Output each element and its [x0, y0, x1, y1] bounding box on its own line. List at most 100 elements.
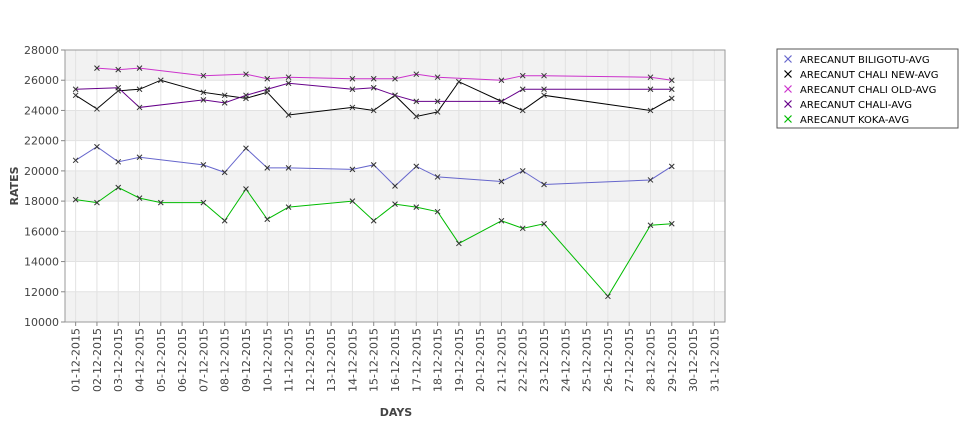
data-point	[221, 217, 228, 224]
data-point	[392, 201, 398, 207]
data-point	[519, 225, 526, 232]
data-point	[136, 154, 143, 161]
legend-marker	[784, 100, 792, 108]
data-point	[370, 217, 377, 224]
x-tick-label: 16-12-2015	[389, 328, 402, 392]
y-tick-label: 18000	[24, 195, 59, 208]
x-tick-label: 12-12-2015	[304, 328, 317, 392]
data-point	[221, 92, 228, 99]
series-layer	[72, 65, 675, 300]
x-tick-label: 07-12-2015	[197, 328, 210, 392]
y-tick-label: 24000	[24, 104, 59, 117]
data-point	[349, 166, 356, 173]
data-point	[647, 177, 654, 183]
y-tick-label: 12000	[24, 286, 59, 299]
x-axis: 01-12-2015 02-12-2015 03-12-2015 04-12-2015…	[70, 322, 721, 392]
data-point	[94, 106, 100, 112]
data-point	[541, 220, 547, 227]
data-point	[434, 74, 441, 81]
data-point	[200, 199, 207, 206]
data-point	[519, 107, 526, 114]
x-tick-label: 27-12-2015	[623, 328, 636, 392]
series-3	[94, 65, 675, 84]
data-point	[541, 181, 547, 188]
legend-marker	[784, 55, 792, 63]
data-point	[72, 86, 79, 93]
data-point	[456, 78, 462, 85]
data-point	[200, 161, 207, 168]
data-point	[392, 183, 398, 189]
x-tick-label: 31-12-2015	[708, 328, 721, 392]
x-tick-label: 18-12-2015	[432, 328, 445, 392]
data-point	[541, 86, 547, 93]
data-point	[668, 77, 675, 84]
y-axis: 10000 12000 14000 16000 18000 20000 22000 24000…	[24, 44, 65, 329]
data-point	[94, 199, 100, 206]
x-tick-label: 11-12-2015	[283, 328, 296, 392]
data-point	[647, 74, 654, 81]
data-point	[243, 92, 249, 99]
data-point	[413, 98, 420, 105]
legend-label: ARECANUT KOKA-AVG	[800, 115, 909, 126]
x-tick-label: 21-12-2015	[495, 328, 508, 392]
x-tick-label: 20-12-2015	[474, 328, 487, 392]
data-point	[349, 198, 356, 204]
data-point	[668, 163, 675, 170]
data-point	[498, 77, 505, 84]
data-point	[519, 86, 526, 93]
x-axis-title: DAYS	[380, 406, 413, 419]
series-5	[72, 184, 675, 300]
y-tick-label: 20000	[24, 165, 59, 178]
data-point	[498, 98, 505, 105]
data-point	[243, 186, 249, 192]
data-point	[115, 84, 122, 91]
x-tick-label: 13-12-2015	[325, 328, 338, 392]
data-point	[349, 104, 356, 111]
data-point	[72, 92, 79, 99]
data-point	[115, 158, 122, 165]
data-point	[668, 95, 675, 102]
x-tick-label: 22-12-2015	[517, 328, 530, 392]
data-point	[136, 86, 143, 93]
y-tick-label: 10000	[24, 316, 59, 329]
data-point	[541, 92, 547, 99]
data-point	[200, 97, 207, 103]
data-point	[349, 75, 356, 82]
data-point	[221, 169, 228, 176]
x-tick-label: 09-12-2015	[240, 328, 253, 392]
data-point	[285, 80, 292, 87]
y-tick-label: 26000	[24, 74, 59, 87]
data-point	[264, 86, 271, 93]
legend-label: ARECANUT BILIGOTU-AVG	[800, 55, 930, 66]
data-point	[285, 165, 292, 171]
data-point	[668, 86, 675, 93]
legend-marker	[784, 115, 792, 123]
x-tick-label: 03-12-2015	[112, 328, 125, 392]
data-point	[434, 174, 441, 180]
x-tick-label: 25-12-2015	[581, 328, 594, 392]
x-tick-label: 02-12-2015	[91, 328, 104, 392]
data-point	[647, 107, 654, 114]
series-line	[75, 186, 672, 298]
x-tick-label: 05-12-2015	[155, 328, 168, 392]
data-point	[370, 75, 377, 82]
data-point	[94, 65, 100, 71]
data-point	[285, 74, 292, 81]
y-tick-label: 14000	[24, 256, 59, 269]
x-tick-label: 30-12-2015	[687, 328, 700, 392]
data-point	[370, 84, 377, 91]
x-tick-label: 28-12-2015	[644, 328, 657, 392]
data-point	[498, 178, 505, 185]
x-tick-label: 14-12-2015	[346, 328, 359, 392]
x-tick-label: 06-12-2015	[176, 328, 189, 392]
legend-marker	[784, 70, 792, 78]
data-point	[72, 157, 79, 164]
data-point	[413, 163, 420, 170]
data-point	[498, 217, 505, 224]
data-point	[647, 86, 654, 93]
data-point	[519, 72, 526, 79]
x-tick-label: 23-12-2015	[538, 328, 551, 392]
x-tick-label: 04-12-2015	[134, 328, 147, 392]
data-point	[136, 195, 143, 201]
data-point	[72, 196, 79, 203]
